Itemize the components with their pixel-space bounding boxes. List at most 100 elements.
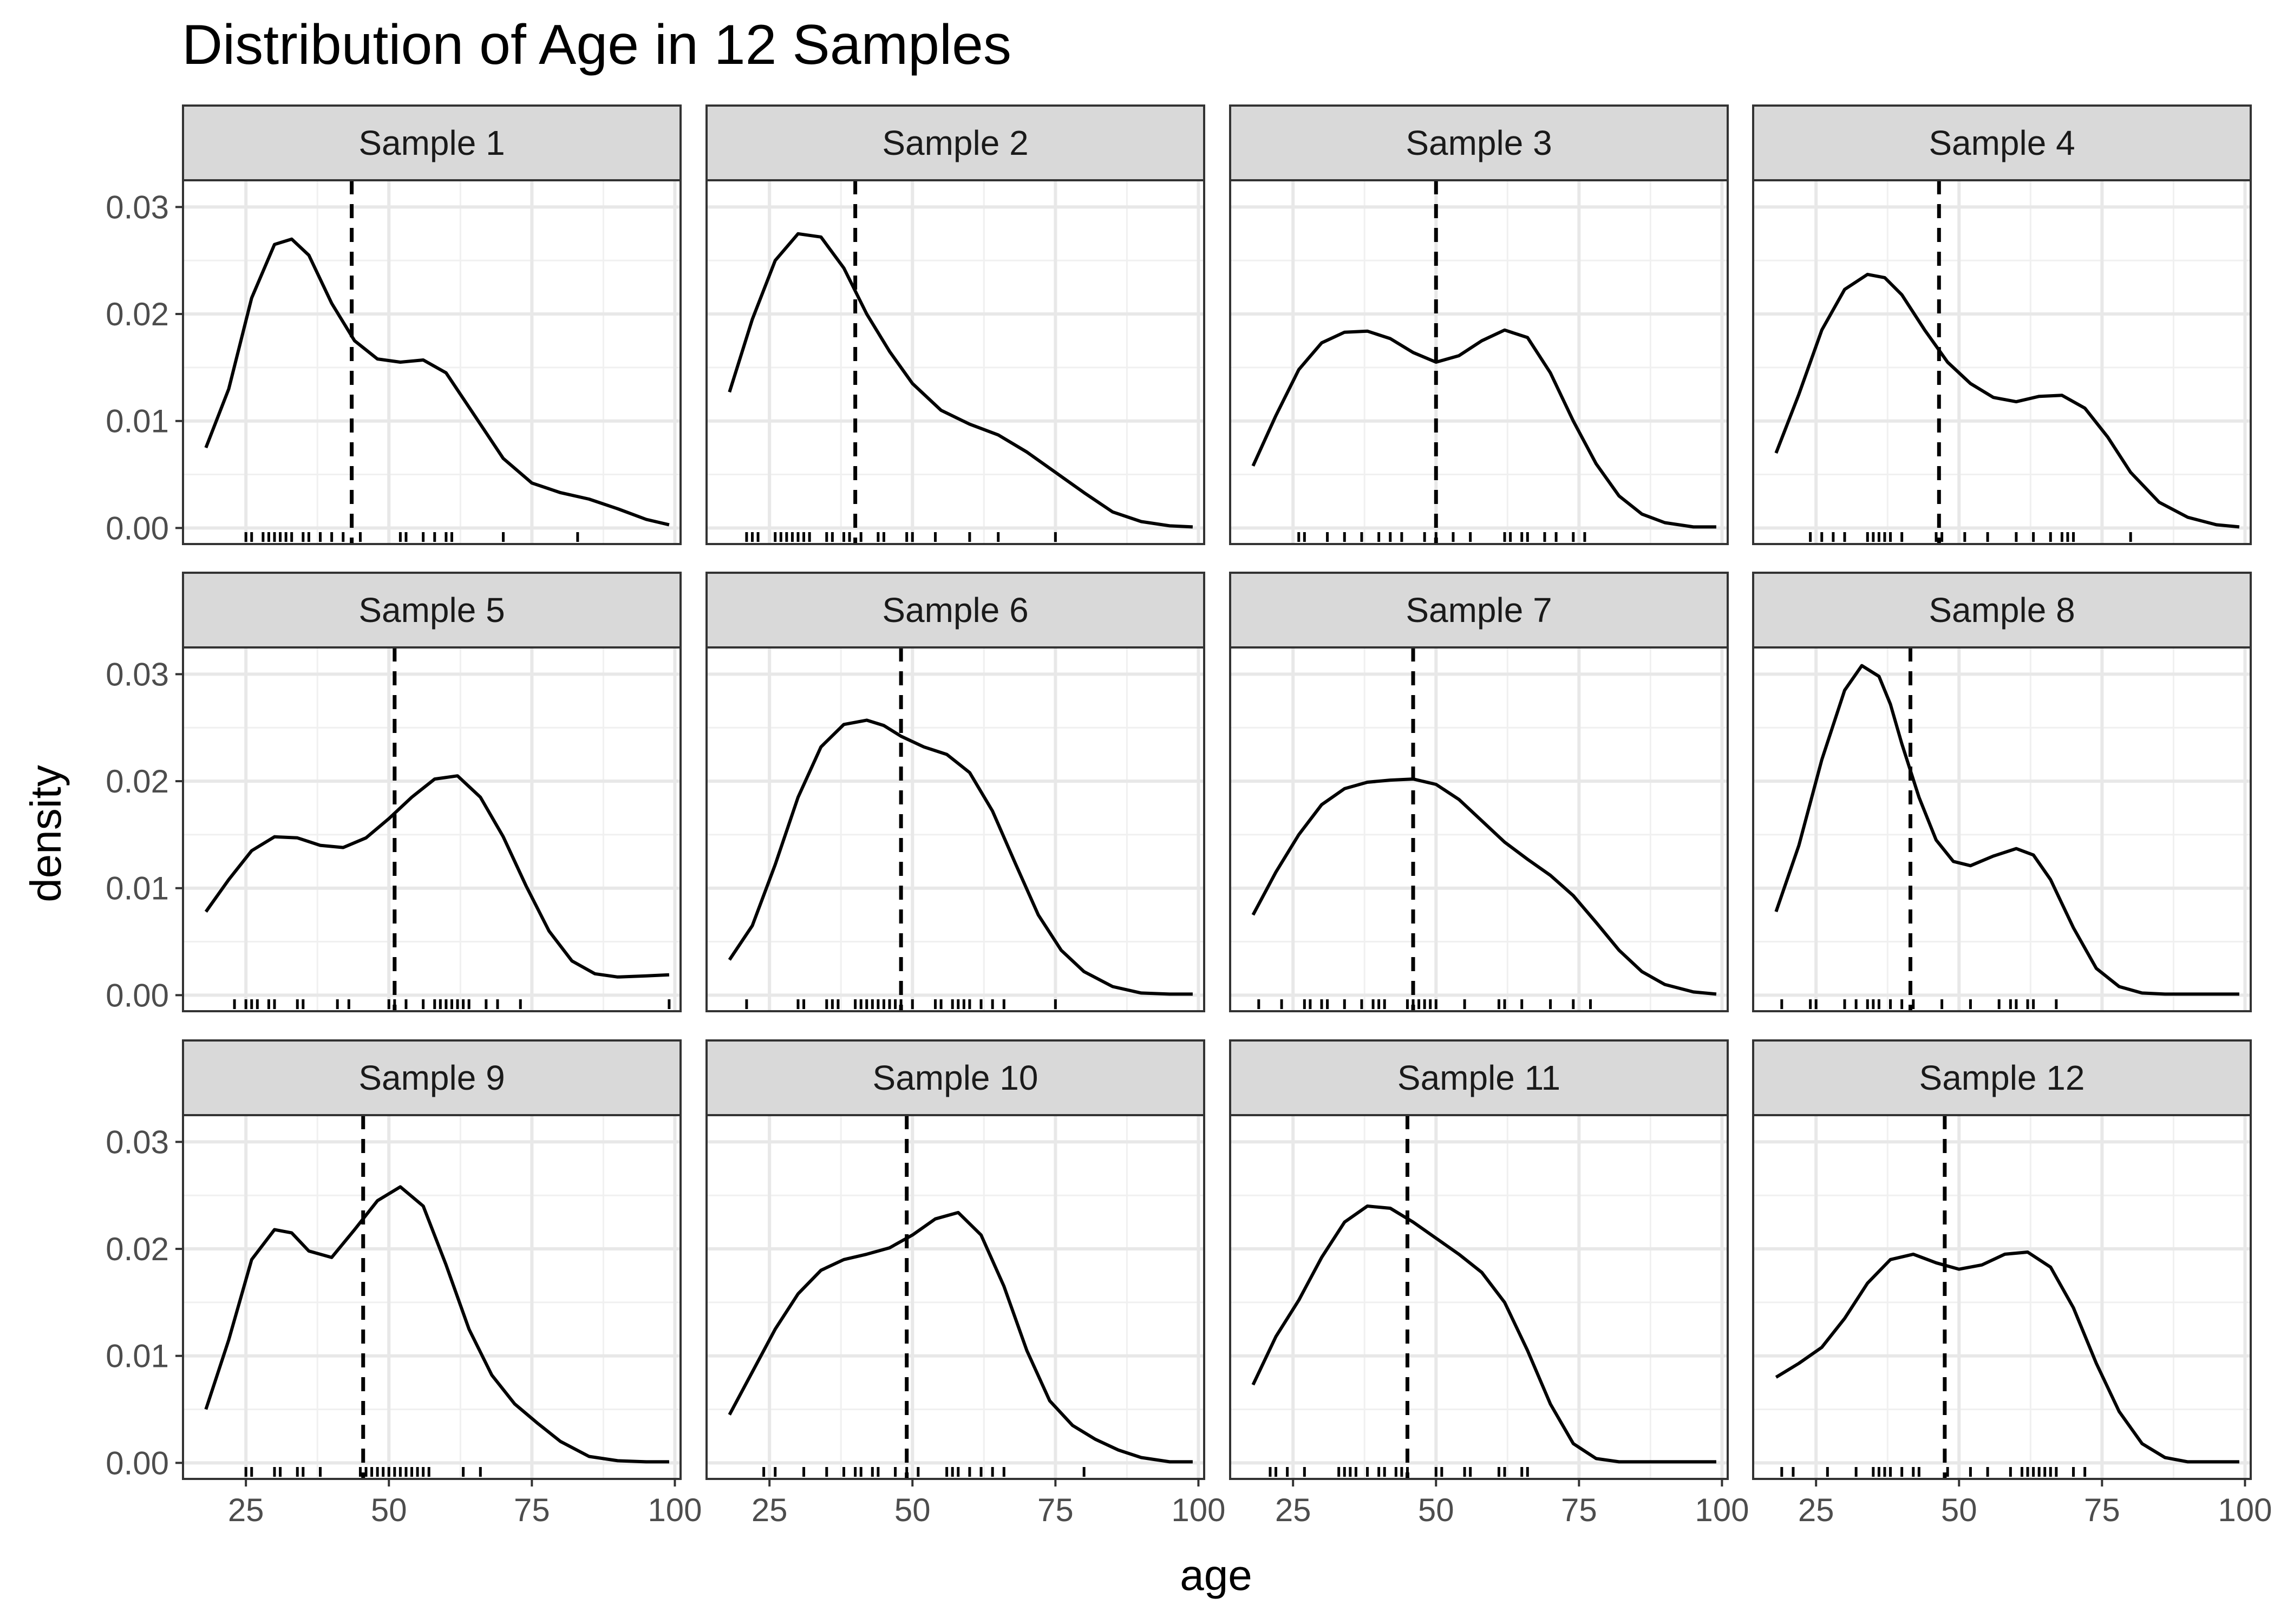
x-tick-label: 100 bbox=[1695, 1492, 1749, 1528]
facet-strip bbox=[705, 1039, 1205, 1116]
x-tick-label: 50 bbox=[371, 1492, 407, 1528]
y-tick-label: 0.01 bbox=[106, 1338, 169, 1374]
panel-border bbox=[182, 646, 682, 1012]
panel-border bbox=[1229, 1114, 1729, 1480]
y-tick-label: 0.01 bbox=[106, 870, 169, 907]
panel-background bbox=[1230, 180, 1728, 544]
y-tick-label: 0.02 bbox=[106, 1231, 169, 1267]
x-tick-label: 50 bbox=[1941, 1492, 1977, 1528]
facet-panel-3: Sample 3 bbox=[1229, 104, 1729, 545]
x-tick-label: 100 bbox=[648, 1492, 702, 1528]
x-tick-label: 25 bbox=[228, 1492, 264, 1528]
facet-strip-label: Sample 8 bbox=[1929, 591, 2075, 630]
density-curve bbox=[204, 237, 670, 527]
y-tick-label: 0.02 bbox=[106, 763, 169, 800]
facet-panel-9: Sample 9 0.00 0.01 0.02 0.03 25 50 75 100 bbox=[106, 1039, 702, 1528]
density-curve bbox=[1251, 328, 1716, 529]
facet-strip bbox=[182, 104, 682, 181]
density-curve bbox=[204, 1185, 669, 1464]
facet-strip-label: Sample 6 bbox=[882, 591, 1028, 630]
facet-strip bbox=[182, 1039, 682, 1116]
facet-strip-label: Sample 4 bbox=[1929, 123, 2075, 162]
x-tick-label: 75 bbox=[2084, 1492, 2120, 1528]
facet-strip bbox=[182, 572, 682, 649]
facet-panel-12: Sample 12 25 50 75 100 bbox=[1752, 1039, 2272, 1528]
density-curve bbox=[1774, 272, 2240, 529]
x-tick-label: 75 bbox=[1037, 1492, 1074, 1528]
panel-background bbox=[1230, 1115, 1728, 1479]
panel-border bbox=[705, 1114, 1205, 1480]
facet-strip bbox=[1752, 104, 2252, 181]
density-curve bbox=[728, 1210, 1193, 1464]
panel-background bbox=[1230, 647, 1728, 1011]
panel-border bbox=[182, 1114, 682, 1480]
facet-panel-6: Sample 6 bbox=[705, 572, 1205, 1012]
facet-strip-label: Sample 12 bbox=[1919, 1058, 2085, 1097]
facet-strip bbox=[1229, 104, 1729, 181]
y-tick-label: 0.00 bbox=[106, 977, 169, 1013]
chart-title: Distribution of Age in 12 Samples bbox=[182, 14, 1011, 76]
x-axis-title: age bbox=[1180, 1551, 1252, 1599]
density-curve bbox=[1251, 1204, 1716, 1464]
panel-background bbox=[1753, 1115, 2251, 1479]
facet-strip bbox=[1229, 1039, 1729, 1116]
facet-panel-4: Sample 4 bbox=[1752, 104, 2252, 545]
density-curve bbox=[1251, 777, 1717, 996]
panel-border bbox=[1752, 179, 2252, 545]
facet-strip-label: Sample 2 bbox=[882, 123, 1028, 162]
x-tick-label: 25 bbox=[1275, 1492, 1311, 1528]
panel-border bbox=[182, 179, 682, 545]
panel-background bbox=[183, 647, 681, 1011]
panel-background bbox=[707, 647, 1204, 1011]
facet-strip-label: Sample 1 bbox=[358, 123, 505, 162]
y-tick-label: 0.00 bbox=[106, 510, 169, 546]
facet-strip bbox=[1229, 572, 1729, 649]
y-tick-label: 0.02 bbox=[106, 296, 169, 332]
y-tick-label: 0.01 bbox=[106, 403, 169, 440]
facet-panel-5: Sample 5 0.00 0.01 0.02 0.03 bbox=[106, 572, 682, 1013]
facet-strip-label: Sample 7 bbox=[1406, 591, 1552, 630]
panel-background bbox=[1753, 647, 2251, 1011]
facet-strip-label: Sample 10 bbox=[873, 1058, 1038, 1097]
facet-panel-2: Sample 2 bbox=[705, 104, 1205, 545]
facet-strip bbox=[705, 104, 1205, 181]
panel-border bbox=[705, 646, 1205, 1012]
panel-background bbox=[183, 180, 681, 544]
density-curve bbox=[728, 718, 1193, 996]
facet-panel-7: Sample 7 bbox=[1229, 572, 1729, 1012]
panel-border bbox=[1752, 646, 2252, 1012]
y-axis-title: density bbox=[22, 765, 70, 902]
facet-panel-8: Sample 8 bbox=[1752, 572, 2252, 1012]
facet-strip-label: Sample 5 bbox=[358, 591, 505, 630]
panel-background bbox=[707, 180, 1204, 544]
y-tick-label: 0.03 bbox=[106, 1124, 169, 1160]
density-curve bbox=[1775, 1250, 2239, 1464]
x-tick-label: 50 bbox=[894, 1492, 931, 1528]
density-curve bbox=[1774, 664, 2239, 996]
x-tick-label: 25 bbox=[1798, 1492, 1834, 1528]
panel-border bbox=[1229, 646, 1729, 1012]
facet-strip-label: Sample 9 bbox=[358, 1058, 505, 1097]
facet-panel-11: Sample 11 25 50 75 100 bbox=[1229, 1039, 1749, 1528]
panel-border bbox=[1752, 1114, 2252, 1480]
facet-strip-label: Sample 3 bbox=[1406, 123, 1552, 162]
panel-border bbox=[705, 179, 1205, 545]
density-curve bbox=[728, 232, 1193, 529]
x-tick-label: 100 bbox=[2218, 1492, 2272, 1528]
y-tick-label: 0.00 bbox=[106, 1445, 169, 1481]
facet-strip-label: Sample 11 bbox=[1397, 1058, 1560, 1097]
x-tick-label: 25 bbox=[752, 1492, 788, 1528]
y-tick-label: 0.03 bbox=[106, 189, 169, 225]
panel-border bbox=[1229, 179, 1729, 545]
x-tick-label: 75 bbox=[514, 1492, 550, 1528]
panel-background bbox=[183, 1115, 681, 1479]
y-tick-label: 0.03 bbox=[106, 656, 169, 692]
facet-strip bbox=[705, 572, 1205, 649]
x-tick-label: 75 bbox=[1561, 1492, 1597, 1528]
x-tick-label: 50 bbox=[1418, 1492, 1454, 1528]
facet-panel-1: Sample 1 0.00 0.01 0.02 0.03 bbox=[106, 104, 682, 546]
facet-panel-10: Sample 10 25 50 75 100 bbox=[705, 1039, 1225, 1528]
panel-background bbox=[707, 1115, 1204, 1479]
facet-panels: Sample 1 0.00 0.01 0.02 0.03 Sample 2 Sample 3… bbox=[106, 104, 2272, 1528]
